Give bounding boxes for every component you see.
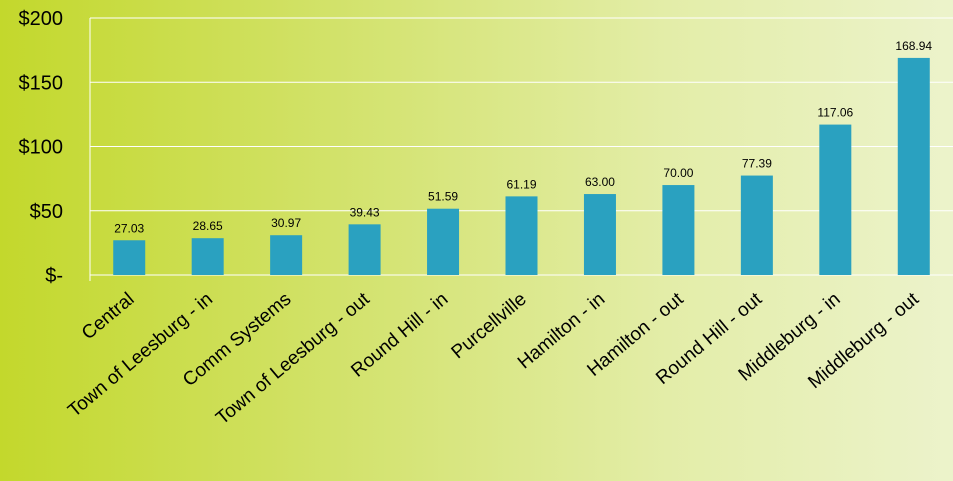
x-tick-label: Town of Leesburg - in [64, 289, 217, 422]
data-label: 117.06 [817, 106, 853, 120]
bar [740, 175, 773, 275]
bar [662, 185, 695, 275]
bar [348, 224, 381, 275]
bar [191, 238, 224, 275]
data-label: 70.00 [663, 166, 693, 180]
data-label: 168.94 [895, 39, 932, 53]
y-tick-label: $- [45, 265, 63, 287]
data-labels: 27.03 28.65 30.97 39.43 51.59 61.19 63.00 70.00… [114, 39, 932, 235]
bar [583, 194, 616, 275]
y-tick-label: $150 [19, 72, 64, 94]
bars [113, 57, 930, 275]
data-label: 28.65 [193, 219, 223, 233]
bar [897, 57, 930, 275]
x-tick-label: Central [78, 289, 138, 344]
bar [113, 240, 146, 275]
x-tick-label: Town of Leesburg - out [212, 288, 374, 429]
y-tick-label: $50 [30, 201, 63, 223]
y-tick-label: $100 [19, 137, 64, 159]
data-label: 61.19 [506, 177, 536, 191]
data-label: 30.97 [271, 216, 301, 230]
x-tick-label: Purcellville [448, 289, 531, 363]
bar [270, 235, 303, 275]
grid-lines [89, 17, 953, 281]
data-label: 63.00 [585, 175, 615, 189]
data-label: 77.39 [742, 157, 772, 171]
bar [819, 124, 852, 275]
bar [505, 196, 538, 275]
data-label: 51.59 [428, 190, 458, 204]
y-tick-label: $200 [19, 8, 64, 30]
data-label: 27.03 [114, 221, 144, 235]
data-label: 39.43 [350, 205, 380, 219]
y-axis-ticks: $- $50 $100 $150 $200 [19, 8, 64, 287]
bar [427, 208, 460, 275]
